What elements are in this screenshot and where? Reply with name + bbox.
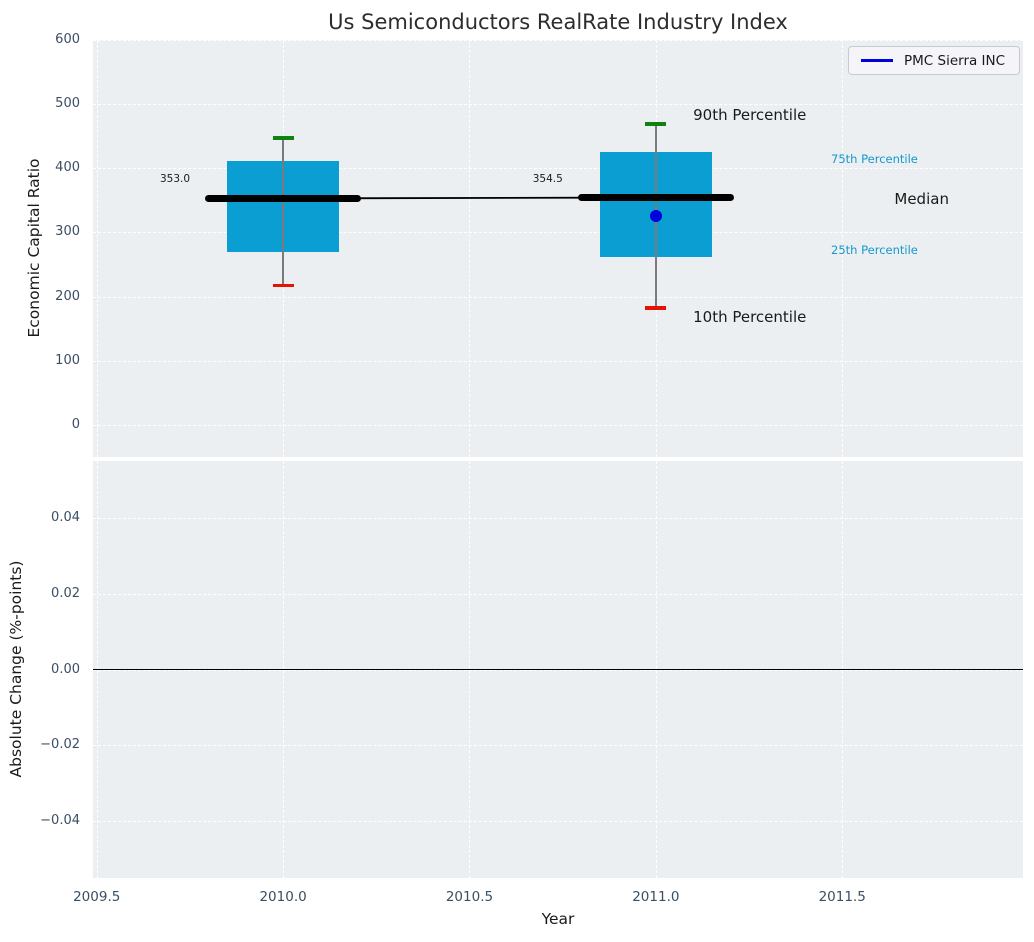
10th-percentile-label: 10th Percentile [693, 307, 807, 326]
y-tick-label: 0.04 [51, 509, 80, 525]
median-value-2011: 354.5 [532, 173, 563, 186]
median-segment-2011 [577, 193, 735, 201]
y-tick-label: 500 [55, 96, 80, 112]
y-tick-label: 0.00 [51, 661, 80, 677]
gridline [93, 296, 1023, 298]
25th-percentile-label: 25th Percentile [831, 242, 918, 257]
gridline [93, 360, 1023, 362]
median-value-2010: 353.0 [159, 173, 191, 186]
y-tick-label: 300 [55, 224, 80, 240]
75th-percentile-label: 75th Percentile [831, 152, 918, 167]
x-tick-label: 2011.0 [632, 889, 680, 905]
median-segment-2010 [204, 194, 362, 202]
x-tick-label: 2010.5 [445, 889, 494, 905]
gridline [93, 745, 1023, 747]
y-tick-label: −0.02 [40, 737, 80, 753]
y-tick-label: 0.02 [51, 585, 80, 601]
gridline [469, 40, 471, 457]
gridline [93, 517, 1023, 519]
y-tick-label: 100 [55, 352, 80, 368]
y-tick-label: 400 [55, 160, 80, 176]
gridline [93, 593, 1023, 595]
whisker-2010 [282, 138, 284, 286]
x-axis-label: Year [541, 910, 575, 928]
gridline [842, 40, 844, 457]
gridline [93, 232, 1023, 234]
90th-percentile-label: 90th Percentile [693, 106, 807, 125]
gridline [96, 40, 98, 457]
whisker-cap-high-2010 [272, 136, 294, 140]
legend-line-sample [861, 59, 893, 62]
y-tick-label: 0 [71, 416, 80, 432]
x-tick-label: 2009.5 [73, 889, 121, 905]
y-tick-label: 600 [55, 32, 80, 47]
whisker-cap-high-2011 [645, 122, 667, 126]
y-tick-label: 200 [55, 288, 80, 304]
whisker-cap-low-2011 [645, 306, 667, 310]
median-label: Median [894, 190, 949, 209]
zero-reference-line [93, 668, 1023, 671]
bottom-axes-plot-area [93, 461, 1023, 878]
gridline [93, 168, 1023, 170]
gridline [93, 821, 1023, 823]
x-tick-label: 2010.0 [259, 889, 307, 905]
y-tick-label: −0.04 [40, 813, 80, 829]
gridline [93, 424, 1023, 426]
gridline [93, 104, 1023, 106]
whisker-cap-low-2010 [272, 283, 294, 288]
series-marker-pmc-sierra-inc [649, 209, 662, 222]
legend-label: PMC Sierra INC [904, 52, 1006, 69]
chart-title: Us Semiconductors RealRate Industry Inde… [328, 10, 788, 34]
x-tick-label: 2011.5 [818, 889, 866, 905]
gridline [93, 40, 1023, 41]
top-axes-plot-area: 353.0 354.5 90th Percentile 10th Percentile… [93, 40, 1023, 457]
legend: PMC Sierra INC [848, 46, 1020, 75]
y-axis-label-top: Economic Capital Ratio [25, 158, 43, 338]
